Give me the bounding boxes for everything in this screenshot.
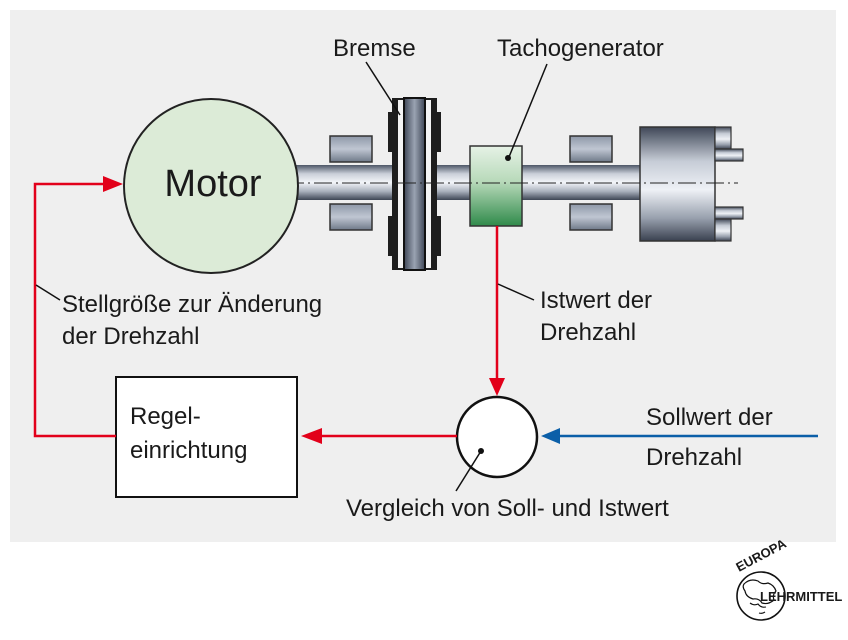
bearing-left-top	[329, 135, 373, 163]
vergleich-leader	[455, 450, 482, 492]
bearing-left-bottom	[329, 203, 373, 231]
comparator	[455, 395, 539, 479]
istwert-arrow	[489, 378, 505, 396]
istwert-leader	[497, 283, 535, 301]
sollwert-arrow	[541, 428, 560, 444]
stellgroesse-line	[33, 182, 116, 438]
logo-globe-map	[742, 579, 777, 605]
error-arrow	[301, 428, 322, 444]
europa-lehrmittel-logo: EUROPA LEHRMITTEL	[733, 535, 842, 621]
tachogenerator	[469, 145, 523, 227]
motor-label: Motor	[164, 163, 261, 205]
brake	[388, 97, 441, 271]
chuck	[639, 126, 744, 242]
logo-lehrmittel-text: LEHRMITTEL	[760, 589, 842, 604]
tachogenerator-label: Tachogenerator	[497, 35, 664, 62]
stellgroesse-leader	[35, 284, 61, 301]
stellgroesse-label-line2: der Drehzahl	[62, 323, 199, 350]
regel-label-line2: einrichtung	[130, 437, 247, 464]
istwert-label-line1: Istwert der	[540, 287, 652, 314]
logo-globe	[736, 571, 786, 621]
vergleich-label: Vergleich von Soll- und Istwert	[346, 495, 669, 522]
bremse-label: Bremse	[333, 35, 416, 62]
sollwert-label-line2: Drehzahl	[646, 444, 742, 471]
istwert-label-line2: Drehzahl	[540, 319, 636, 346]
stellgroesse-label-line1: Stellgröße zur Änderung	[62, 291, 322, 318]
stellgroesse-arrow	[103, 176, 123, 192]
logo-globe-map-2	[749, 602, 767, 614]
bearing-right-bottom	[569, 203, 613, 231]
regeleinrichtung-box	[115, 376, 298, 498]
tacho-leader	[508, 63, 548, 158]
sollwert-label-line1: Sollwert der	[646, 404, 773, 431]
motor	[123, 98, 299, 274]
bearing-right-top	[569, 135, 613, 163]
bremse-leader	[365, 61, 401, 116]
regel-label-line1: Regel-	[130, 403, 201, 430]
